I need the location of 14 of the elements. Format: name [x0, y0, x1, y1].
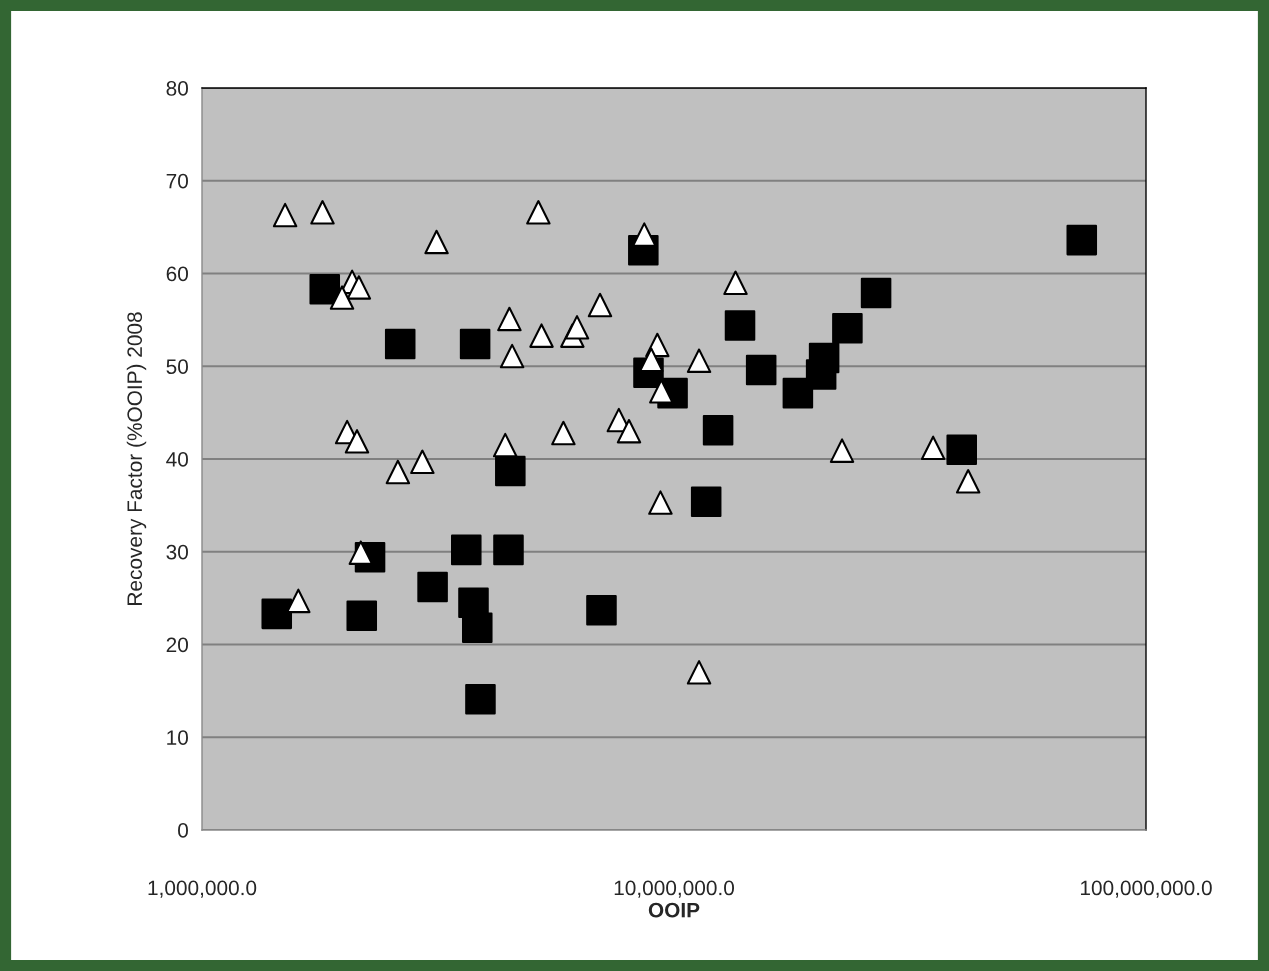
y-tick-label: 30: [166, 544, 188, 560]
y-tick-label: 10: [167, 730, 188, 745]
x-axis-title: OOIP: [648, 902, 700, 918]
y-tick-label: 20: [166, 637, 188, 653]
y-tick-label: 40: [166, 452, 188, 467]
x-tick-label: 100,000,000.0: [1080, 880, 1212, 898]
y-tick-label: 80: [166, 81, 188, 96]
y-tick-label: 60: [166, 266, 188, 282]
x-tick-label: 10,000,000.0: [614, 880, 735, 898]
y-tick-label: 70: [166, 173, 188, 189]
y-tick-label: 50: [166, 359, 188, 374]
x-tick-label: 1,000,000.0: [148, 880, 257, 898]
y-axis-title: Recovery Factor (%OOIP) 2008: [126, 312, 147, 605]
y-tick-label: 0: [178, 823, 188, 838]
